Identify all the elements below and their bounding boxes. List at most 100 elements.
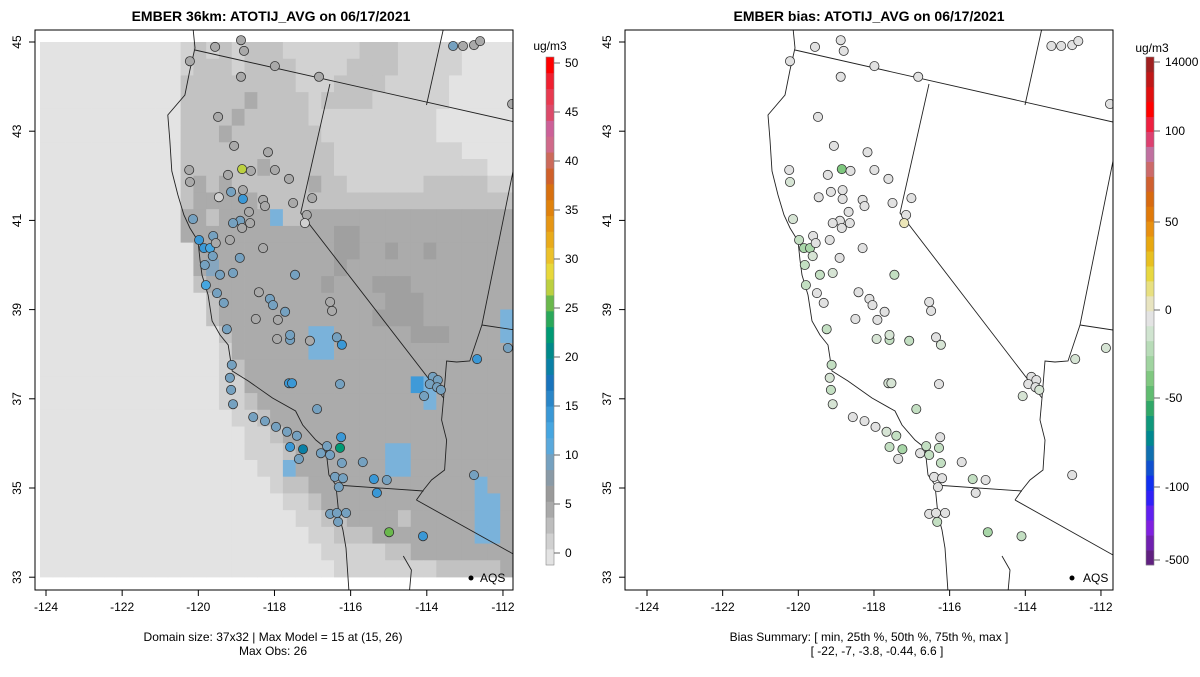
grid-cell [346,493,360,511]
grid-cell [91,58,105,76]
grid-cell [40,58,54,76]
station-point [270,421,281,432]
grid-cell [410,125,424,143]
grid-cell [218,242,233,260]
grid-cell [193,543,207,561]
grid-cell [116,125,130,143]
grid-cell [116,359,130,377]
grid-cell [257,426,271,444]
grid-cell [193,42,207,60]
grid-cell [129,292,143,310]
grid-cell [257,159,271,177]
colorbar-segment [546,57,554,74]
station-point [336,432,347,443]
grid-cell [449,225,463,244]
grid-cell [500,58,513,76]
colorbar-segment [1146,161,1154,177]
grid-cell [321,426,335,444]
grid-cell [474,326,488,344]
mexico-border [335,484,424,492]
grid-cell [142,342,156,361]
station-point [285,329,296,340]
grid-cell [423,92,437,110]
station-point [435,384,446,395]
grid-cell [282,359,297,377]
grid-cell [359,209,373,227]
grid-cell [78,42,92,60]
grid-cell [142,476,156,494]
grid-cell [436,75,450,93]
station-point [210,238,221,249]
grid-cell [270,510,284,528]
grid-cell [193,409,207,427]
station-point [333,516,344,527]
station-point [313,71,324,82]
grid-cell [461,209,476,227]
grid-cell [155,459,169,478]
grid-cell [295,560,309,578]
grid-cell [231,108,245,126]
grid-cell [346,426,360,444]
grid-cell [167,276,182,294]
grid-cell [78,526,92,544]
state-border-ut [443,169,513,399]
grid-cell [372,42,386,60]
station-point [883,173,894,184]
grid-cell [155,443,169,461]
grid-cell [167,42,182,60]
grid-cell [78,510,92,528]
grid-cell [500,376,513,394]
grid-cell [385,175,399,193]
station-point [243,206,254,217]
grid-cell [449,476,463,494]
grid-cell [78,192,92,210]
grid-cell [65,225,79,244]
grid-cell [500,326,513,344]
grid-cell [244,108,258,126]
grid-cell [385,409,399,427]
grid-cell [500,543,513,561]
grid-cell [397,443,412,461]
grid-cell [155,209,169,227]
grid-cell [487,543,501,561]
grid-cell [423,326,437,344]
grid-cell [449,309,463,327]
grid-cell [295,242,309,260]
grid-cell [78,459,92,478]
grid-cell [295,276,309,294]
grid-cell [397,342,412,361]
grid-cell [244,259,258,277]
grid-cell [103,393,118,411]
grid-cell [346,476,360,494]
grid-cell [295,75,309,93]
grid-cell [423,58,437,76]
colorbar-segment [546,453,554,471]
grid-cell [167,543,182,561]
grid-cell [346,209,360,227]
grid-cell [231,526,245,544]
station-point [869,164,880,175]
grid-cell [410,342,424,361]
grid-cell [180,309,194,327]
grid-cell [52,42,66,60]
grid-cell [91,376,105,394]
grid-cell [244,242,258,260]
grid-cell [308,409,322,427]
grid-cell [500,276,513,294]
station-point [889,269,900,280]
colorbar-segment [1146,311,1154,327]
state-border-ca-nv [899,83,1043,399]
grid-cell [116,142,130,160]
station-point [934,379,945,390]
station-point [807,251,818,262]
grid-cell [346,108,360,126]
grid-cell [65,108,79,126]
grid-cell [193,493,207,511]
grid-cell [65,276,79,294]
grid-cell [461,326,476,344]
grid-cell [129,159,143,177]
grid-cell [40,225,54,244]
bias-map-background [625,30,1113,590]
grid-cell [346,359,360,377]
grid-cell [116,543,130,561]
